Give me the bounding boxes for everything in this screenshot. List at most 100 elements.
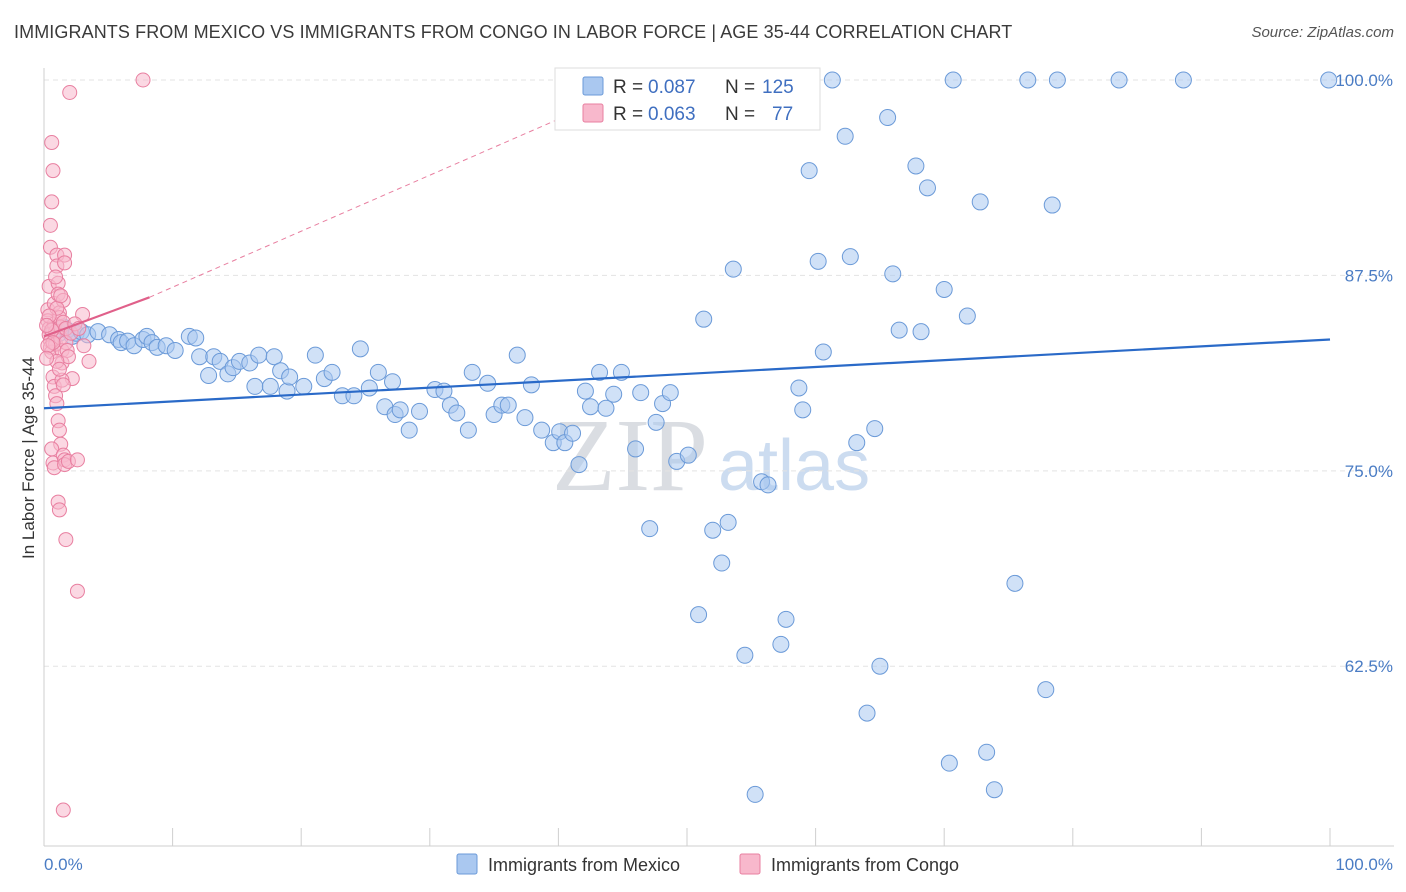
mexico-point-23	[200, 366, 218, 384]
mexico-point-100	[809, 252, 827, 270]
congo-point-32	[51, 422, 67, 438]
mexico-point-91	[736, 646, 754, 664]
mexico-point-89	[719, 513, 737, 531]
mexico-point-64	[522, 376, 540, 394]
mexico-point-50	[400, 421, 418, 439]
congo-point-9	[42, 217, 58, 233]
mexico-point-88	[713, 554, 731, 572]
watermark: ZIP atlas	[552, 398, 870, 513]
mexico-point-63	[516, 409, 534, 427]
congo-point-45	[51, 502, 67, 518]
mexico-point-40	[323, 363, 341, 381]
mexico-point-69	[564, 424, 582, 442]
mexico-point-53	[435, 382, 453, 400]
mexico-point-56	[459, 421, 477, 439]
y-tick-label-3: 62.5%	[1345, 657, 1393, 676]
stats-n-label-mexico: N =	[725, 77, 755, 98]
mexico-point-120	[978, 743, 996, 761]
congo-point-51	[69, 452, 85, 468]
y-axis-label: In Labor Force | Age 35-44	[19, 357, 38, 559]
congo-point-73	[51, 361, 67, 377]
mexico-point-126	[1048, 71, 1066, 89]
congo-point-54	[76, 338, 92, 354]
congo-point-64	[48, 269, 64, 285]
mexico-point-92	[746, 785, 764, 803]
congo-point-10	[44, 194, 60, 210]
mexico-point-47	[384, 373, 402, 391]
mexico-point-75	[605, 385, 623, 403]
watermark-atlas: atlas	[718, 426, 870, 506]
congo-point-67	[69, 583, 85, 599]
mexico-point-128	[1174, 71, 1192, 89]
mexico-point-79	[641, 520, 659, 538]
mexico-point-112	[907, 157, 925, 175]
mexico-point-103	[836, 127, 854, 145]
mexico-point-114	[918, 179, 936, 197]
congo-point-74	[40, 338, 56, 354]
mexico-point-95	[772, 635, 790, 653]
mexico-point-94	[759, 476, 777, 494]
series-congo	[39, 72, 151, 818]
mexico-point-125	[1043, 196, 1061, 214]
congo-point-66	[135, 72, 151, 88]
mexico-point-45	[369, 363, 387, 381]
y-tick-labels: 100.0% 87.5% 75.0% 62.5%	[1335, 71, 1393, 676]
mexico-point-35	[278, 382, 296, 400]
mexico-point-62	[508, 346, 526, 364]
mexico-point-129	[1320, 71, 1338, 89]
stats-r-value-congo: 0.063	[648, 104, 696, 125]
legend-label-mexico[interactable]: Immigrants from Mexico	[488, 855, 680, 875]
mexico-point-111	[890, 321, 908, 339]
mexico-point-99	[800, 162, 818, 180]
mexico-point-42	[345, 387, 363, 405]
mexico-point-127	[1110, 71, 1128, 89]
source-credit: Source: ZipAtlas.com	[1251, 24, 1394, 41]
mexico-point-86	[695, 310, 713, 328]
trend-line-congo	[43, 296, 150, 338]
congo-point-75	[39, 317, 55, 333]
legend-label-congo[interactable]: Immigrants from Congo	[771, 855, 959, 875]
legend: Immigrants from Mexico Immigrants from C…	[456, 853, 959, 875]
congo-point-76	[39, 350, 55, 366]
mexico-point-116	[940, 754, 958, 772]
y-tick-label-2: 75.0%	[1345, 462, 1393, 481]
mexico-point-70	[570, 456, 588, 474]
mexico-point-84	[679, 446, 697, 464]
mexico-point-109	[879, 109, 897, 127]
mexico-point-97	[790, 379, 808, 397]
mexico-point-96	[777, 610, 795, 628]
mexico-point-107	[866, 420, 884, 438]
congo-point-57	[55, 377, 71, 393]
stats-swatch-congo	[582, 103, 604, 123]
legend-swatch-congo[interactable]	[739, 853, 761, 875]
mexico-point-113	[912, 323, 930, 341]
mexico-point-51	[411, 402, 429, 420]
mexico-point-61	[499, 396, 517, 414]
mexico-point-71	[576, 382, 594, 400]
stats-n-value-mexico: 125	[762, 77, 794, 98]
mexico-point-90	[724, 260, 742, 278]
mexico-point-102	[823, 71, 841, 89]
chart-title: IMMIGRANTS FROM MEXICO VS IMMIGRANTS FRO…	[14, 22, 1013, 42]
stats-r-label-mexico: R =	[613, 77, 643, 98]
mexico-point-44	[360, 379, 378, 397]
mexico-point-55	[448, 404, 466, 422]
stats-box: R = 0.087 N = 125 R = 0.063 N = 77	[554, 67, 821, 131]
mexico-point-74	[597, 399, 615, 417]
mexico-point-22	[191, 348, 209, 366]
mexico-point-19	[166, 341, 184, 359]
mexico-point-98	[794, 401, 812, 419]
congo-point-68	[55, 802, 71, 818]
mexico-point-115	[935, 280, 953, 298]
mexico-point-124	[1037, 681, 1055, 699]
trend-line-mexico	[43, 338, 1331, 410]
mexico-point-118	[958, 307, 976, 325]
legend-swatch-mexico[interactable]	[456, 853, 478, 875]
mexico-point-82	[661, 384, 679, 402]
mexico-point-104	[841, 248, 859, 266]
stats-n-label-congo: N =	[725, 104, 755, 125]
stats-r-value-mexico: 0.087	[648, 77, 696, 98]
mexico-point-122	[1006, 574, 1024, 592]
mexico-point-36	[281, 368, 299, 386]
